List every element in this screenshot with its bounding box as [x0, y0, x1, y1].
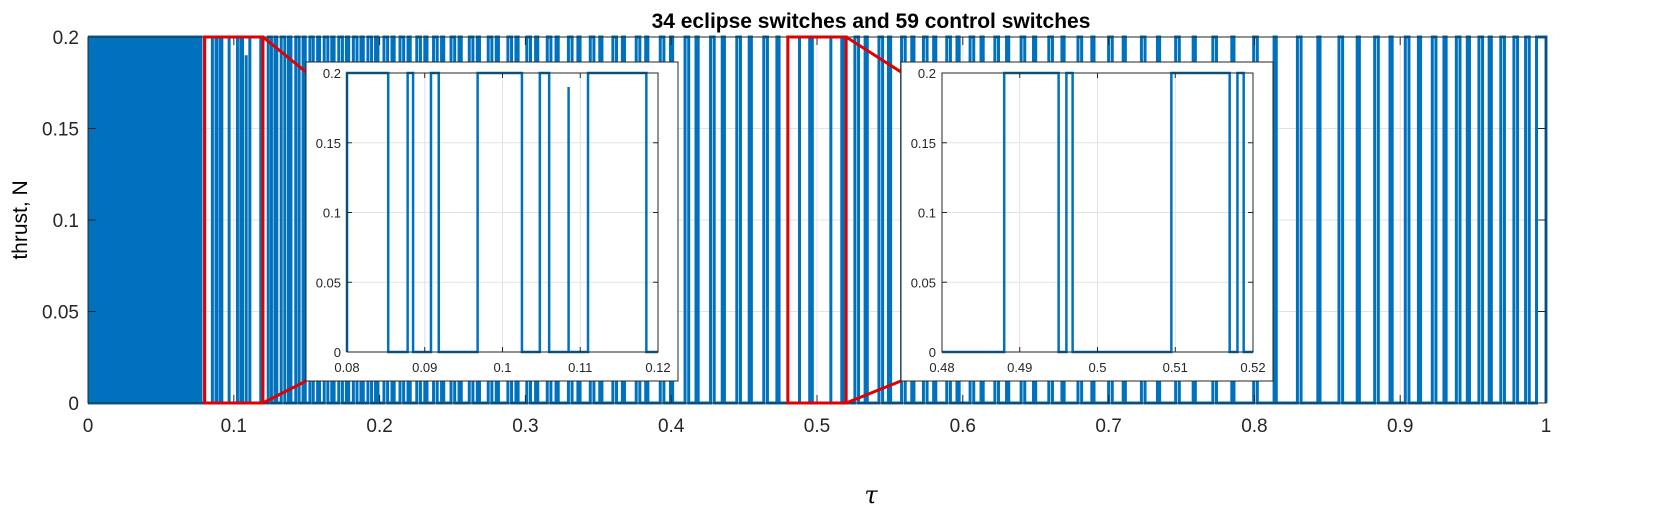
- y-tick-label: 0.2: [53, 28, 79, 49]
- y-axis-label: thrust, N: [9, 180, 32, 259]
- zoom-connector: [262, 35, 307, 74]
- y-tick-label: 0.05: [911, 275, 936, 290]
- x-tick-label: 0.2: [366, 416, 392, 437]
- y-tick-label: 0.15: [316, 136, 341, 151]
- y-tick-label: 0.2: [323, 66, 341, 81]
- y-tick-label: 0: [929, 345, 936, 360]
- y-tick-label: 0.05: [316, 275, 341, 290]
- zoom-indicators: [203, 35, 902, 405]
- zoom-rectangle: [203, 35, 265, 405]
- y-tick-label: 0.2: [918, 66, 936, 81]
- x-tick-label: 0.1: [221, 416, 247, 437]
- x-tick-label: 0: [83, 416, 94, 437]
- y-tick-label: 0.15: [42, 120, 79, 141]
- x-tick-label: 0.11: [568, 360, 592, 375]
- x-tick-label: 0.48: [929, 360, 954, 375]
- x-tick-label: 0.1: [493, 360, 511, 375]
- inset-axes: 0.48 0.49 0.5 0.51 0.52 0 0.05 0.1 0.15 0.2: [911, 66, 1266, 375]
- x-tick-label: 0.5: [1088, 360, 1106, 375]
- x-tick-label: 0.5: [804, 416, 830, 437]
- x-tick-label: 0.7: [1095, 416, 1121, 437]
- y-tick-label: 0: [334, 345, 341, 360]
- x-tick-label: 1: [1541, 416, 1552, 437]
- zoom-connector: [845, 379, 902, 405]
- x-tick-label: 0.08: [334, 360, 359, 375]
- y-tick-label: 0.1: [918, 206, 936, 221]
- x-tick-label: 0.09: [412, 360, 437, 375]
- y-tick-label: 0.1: [323, 206, 341, 221]
- x-tick-label: 0.6: [950, 416, 976, 437]
- inset-background: [900, 61, 1274, 382]
- inset-background: [305, 61, 679, 382]
- x-tick-label: 0.52: [1240, 360, 1265, 375]
- x-tick-label: 0.51: [1163, 360, 1188, 375]
- zoom-connector: [262, 379, 307, 405]
- x-tick-label: 0.49: [1007, 360, 1032, 375]
- y-tick-label: 0.05: [42, 303, 79, 324]
- y-tick-label: 0.15: [911, 136, 936, 151]
- chart-title: 34 eclipse switches and 59 control switc…: [652, 10, 1091, 33]
- y-tick-label: 0.1: [53, 211, 79, 232]
- y-tick-label: 0: [68, 394, 79, 415]
- x-tick-label: 0.8: [1241, 416, 1267, 437]
- zoom-rectangle: [786, 35, 848, 405]
- x-tick-label: 0.12: [645, 360, 670, 375]
- x-tick-label: 0.3: [512, 416, 538, 437]
- inset-axes: 0.08 0.09 0.1 0.11 0.12 0 0.05 0.1 0.15 0.2: [316, 66, 671, 375]
- x-tick-label: 0.9: [1387, 416, 1413, 437]
- x-tick-label: 0.4: [658, 416, 685, 437]
- x-axis-label: τ: [864, 481, 878, 509]
- zoom-connector: [845, 35, 902, 74]
- inset-plot-left: 0.08 0.09 0.1 0.11 0.12 0 0.05 0.1 0.15 0.2: [305, 61, 679, 382]
- inset-plot-right: 0.48 0.49 0.5 0.51 0.52 0 0.05 0.1 0.15 0.2: [900, 61, 1274, 382]
